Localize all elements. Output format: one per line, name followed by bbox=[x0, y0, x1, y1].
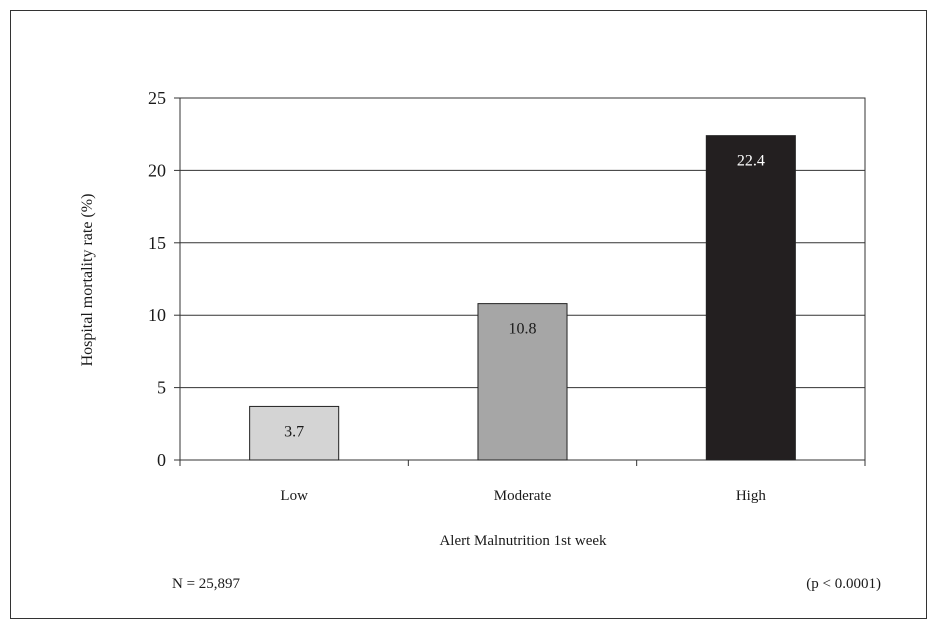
x-tick-label: Moderate bbox=[494, 488, 552, 504]
data-label: 10.8 bbox=[509, 321, 537, 338]
x-tick-label: Low bbox=[280, 488, 308, 504]
chart-frame bbox=[10, 10, 927, 619]
y-tick-label: 15 bbox=[148, 233, 166, 253]
x-tick-label: High bbox=[736, 488, 767, 504]
data-label: 3.7 bbox=[284, 423, 304, 440]
bar-high bbox=[705, 135, 796, 461]
bar-moderate bbox=[477, 303, 568, 461]
labels: 0 5 10 15 20 25 3.7 Low 10.8 Moderate 22.4 High bbox=[148, 88, 766, 504]
y-tick-label: 10 bbox=[148, 305, 166, 325]
x-axis-title: Alert Malnutrition 1st week bbox=[439, 533, 607, 549]
y-tick-label: 0 bbox=[157, 450, 166, 470]
data-label: 22.4 bbox=[737, 153, 765, 170]
bar-low bbox=[249, 405, 340, 461]
bars bbox=[249, 135, 796, 461]
y-tick-label: 20 bbox=[148, 160, 166, 180]
sample-size-note: N = 25,897 bbox=[172, 576, 241, 592]
p-value-note: (p < 0.0001) bbox=[806, 576, 881, 592]
y-axis-title: Hospital mortality rate (%) bbox=[79, 194, 96, 367]
y-tick-label: 25 bbox=[148, 88, 166, 108]
y-tick-label: 5 bbox=[157, 378, 166, 398]
